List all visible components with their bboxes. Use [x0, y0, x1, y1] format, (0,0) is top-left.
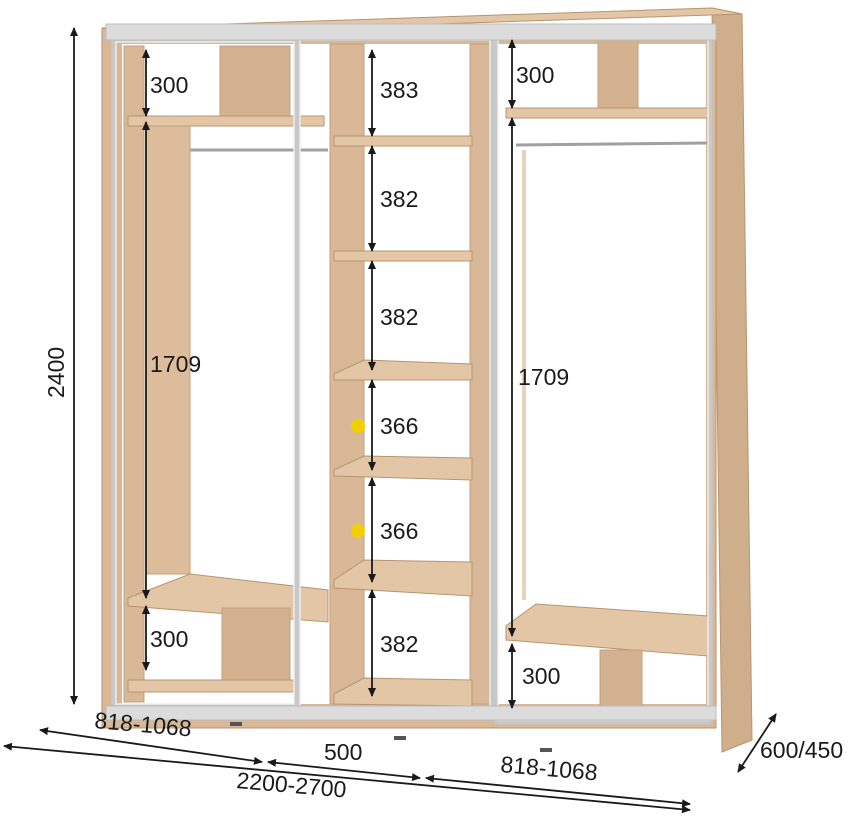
right-top-shelf	[505, 107, 709, 119]
middle-label-2: 382	[380, 186, 418, 212]
middle-label-4: 366	[380, 413, 418, 439]
right-hanging-rail	[515, 141, 709, 147]
left-bottom-label: 300	[150, 626, 188, 652]
total-width-label: 2200-2700	[236, 767, 348, 802]
left-section	[123, 45, 329, 703]
dimension-lines	[3, 27, 777, 814]
depth-label: 600/450	[760, 737, 843, 763]
right-bottom-label: 300	[522, 663, 560, 689]
middle-shelf-2	[333, 250, 473, 262]
middle-label-6: 382	[380, 631, 418, 657]
left-back-column	[145, 125, 191, 575]
marker-dot-2	[351, 524, 365, 538]
left-hang-label: 1709	[150, 351, 201, 377]
right-top-label: 300	[516, 62, 554, 88]
depth-arrow	[737, 713, 777, 773]
middle-shelf-1	[333, 135, 473, 147]
right-hang-label: 1709	[518, 364, 569, 390]
total-height-label: 2400	[43, 347, 69, 398]
middle-section	[329, 43, 493, 707]
middle-right-side	[469, 43, 493, 705]
left-top-cube-wall	[219, 45, 291, 119]
bottom-rail	[105, 705, 717, 721]
middle-width-label: 500	[324, 739, 362, 765]
middle-label-5: 366	[380, 518, 418, 544]
right-back-column	[522, 150, 526, 600]
middle-label-3: 382	[380, 304, 418, 330]
left-top-shelf	[127, 115, 325, 127]
total-width-arrow	[3, 742, 691, 814]
right-side-panel	[711, 7, 753, 753]
right-bottom-cube-wall	[599, 649, 643, 717]
top-rail	[105, 23, 717, 41]
middle-label-1: 383	[380, 77, 418, 103]
left-top-label: 300	[150, 72, 188, 98]
left-bottom-cube-wall	[221, 607, 291, 683]
left-plinth	[127, 679, 299, 693]
marker-dot-1	[351, 419, 365, 433]
right-width-label: 818-1068	[500, 751, 599, 785]
right-top-cube-wall	[597, 35, 639, 109]
